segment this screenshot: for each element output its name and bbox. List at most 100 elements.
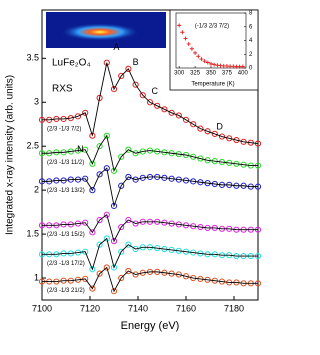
data-point — [96, 143, 103, 150]
data-point — [74, 113, 82, 120]
data-point — [125, 146, 132, 153]
inset-y-tick-label: 8 — [249, 11, 253, 17]
fit-line — [42, 214, 258, 243]
data-point — [96, 171, 103, 178]
annotation: N — [77, 144, 84, 154]
annotation: D — [216, 121, 223, 131]
data-point — [125, 173, 132, 181]
fit-line — [42, 62, 259, 145]
inset-annotation: (-1/3 2/3 7/2) — [195, 24, 229, 30]
y-tick-label: 3 — [34, 97, 39, 107]
y-tick-label: 3.5 — [26, 53, 39, 63]
inset-y-tick-label: 2 — [249, 52, 253, 58]
data-point — [132, 176, 139, 183]
series-label: (2/3 -1/3 17/2) — [47, 261, 85, 267]
data-point — [132, 245, 139, 253]
x-tick-label: 7100 — [32, 303, 52, 313]
y-tick-label: 2 — [34, 185, 39, 195]
data-point — [110, 288, 118, 295]
inset-point — [177, 23, 182, 28]
series-label: (2/3 -1/3 7/2) — [47, 126, 81, 132]
data-point — [146, 99, 154, 106]
inset-point — [186, 41, 191, 46]
y-tick-label: 1 — [34, 272, 39, 282]
x-tick-label: 7120 — [80, 303, 100, 313]
data-point — [110, 167, 118, 174]
annotation: RXS — [52, 84, 73, 95]
data-point — [96, 216, 103, 224]
inset-x-tick-label: 350 — [206, 71, 217, 77]
data-point — [96, 94, 103, 101]
y-tick-label: 2.5 — [26, 141, 39, 151]
data-point — [89, 160, 96, 167]
series-label: (2/3 -1/3 21/2) — [47, 288, 85, 294]
data-point — [132, 220, 139, 227]
data-point — [118, 72, 125, 80]
fit-line — [42, 167, 258, 208]
data-point — [82, 109, 89, 116]
x-tick-label: 7140 — [128, 303, 148, 313]
data-point — [125, 65, 132, 72]
y-axis-title: Integrated x-ray intensity (arb. units) — [5, 75, 16, 235]
data-point — [233, 136, 240, 144]
data-point — [89, 285, 96, 292]
annotation: A — [113, 42, 119, 52]
data-point — [132, 150, 139, 157]
series-label: (2/3 -1/3 11/2) — [47, 160, 84, 166]
data-point — [89, 132, 96, 139]
inset-point — [196, 54, 201, 59]
data-point — [103, 264, 110, 271]
x-axis-title: Energy (eV) — [121, 320, 180, 332]
data-point — [110, 85, 118, 93]
inset-y-tick-label: 4 — [249, 38, 253, 44]
inset-x-tick-label: 325 — [190, 71, 201, 77]
data-point — [132, 81, 139, 88]
inset-point — [209, 61, 213, 66]
data-point — [110, 202, 118, 210]
inset-y-tick-label: 0 — [249, 66, 253, 72]
x-tick-label: 7160 — [176, 303, 196, 313]
series-label: (2/3 -1/3 15/2) — [47, 232, 85, 238]
inset-x-tick-label: 400 — [238, 71, 249, 77]
data-point — [89, 187, 96, 194]
data-point — [103, 211, 110, 218]
data-point — [89, 266, 96, 273]
inset-point — [205, 60, 210, 65]
data-point — [96, 241, 103, 248]
data-point — [103, 165, 110, 172]
data-point — [110, 264, 118, 271]
data-point — [175, 112, 182, 119]
data-point — [190, 121, 197, 128]
inset-point — [180, 30, 185, 35]
fit-line — [42, 266, 258, 293]
inset-point — [212, 62, 217, 67]
page: Energy (eV) Integrated x-ray intensity (… — [4, 9, 262, 332]
data-point — [125, 216, 132, 224]
data-point — [89, 229, 96, 236]
inset-y-tick-label: 6 — [249, 24, 253, 30]
series-label: (2/3 -1/3 13/2) — [47, 188, 85, 194]
inset-point — [183, 36, 188, 41]
inset-x-tick-label: 300 — [174, 71, 185, 77]
data-point — [118, 223, 125, 231]
data-point — [118, 274, 125, 282]
annotation: C — [152, 86, 159, 96]
x-tick-label: 7180 — [224, 303, 244, 313]
y-tick-label: 1.5 — [26, 228, 39, 238]
inset-x-axis-title: Temperature (K) — [191, 82, 234, 88]
data-point — [118, 248, 125, 255]
data-point — [154, 102, 161, 109]
data-point — [118, 153, 125, 160]
data-point — [103, 235, 110, 242]
data-point — [197, 125, 204, 132]
inset-point — [199, 57, 204, 62]
inset-x-tick-label: 375 — [222, 71, 233, 77]
data-point — [182, 273, 190, 280]
fit-line — [42, 134, 258, 173]
inset-point — [189, 46, 194, 51]
chart: Energy (eV) Integrated x-ray intensity (… — [5, 9, 262, 332]
inset-frame — [169, 9, 259, 91]
inset-point — [240, 64, 245, 69]
data-point — [190, 153, 197, 160]
data-point — [197, 155, 204, 162]
